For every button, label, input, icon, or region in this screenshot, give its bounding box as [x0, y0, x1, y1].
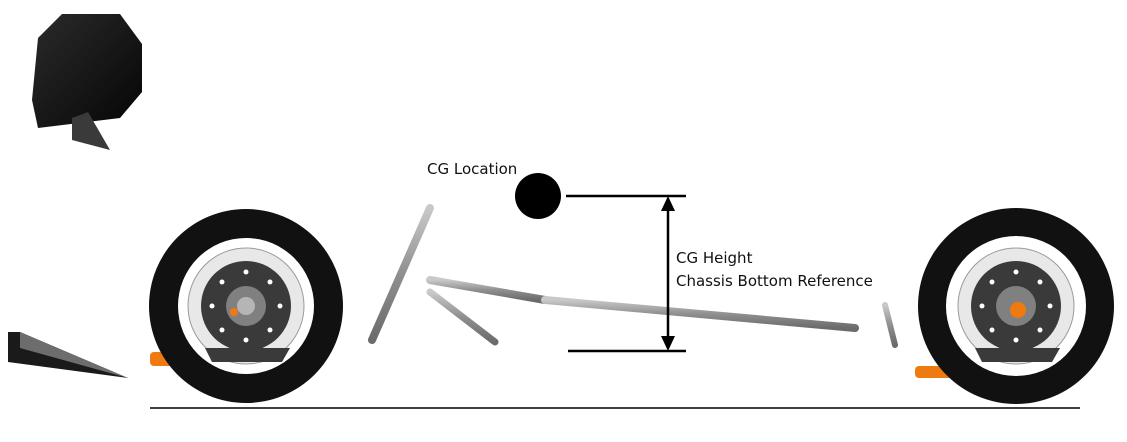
front-wheel [149, 209, 343, 403]
chassis-reference-label: Chassis Bottom Reference [676, 272, 873, 290]
cg-height-label: CG Height [676, 249, 753, 267]
chassis-frame [365, 203, 900, 350]
rear-wheel [915, 208, 1114, 404]
seat-ramp [8, 332, 128, 378]
cg-location-label: CG Location [427, 160, 518, 178]
cg-height-arrow [661, 196, 675, 351]
cg-marker [515, 173, 561, 219]
driver-head [32, 14, 142, 150]
